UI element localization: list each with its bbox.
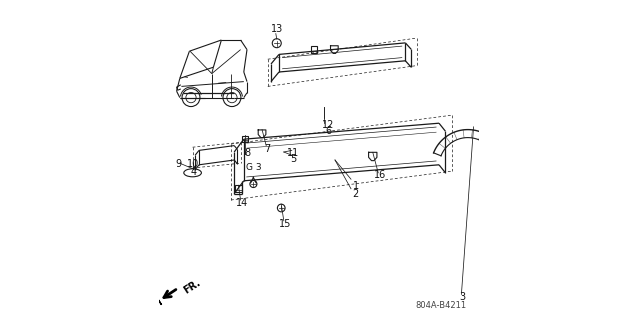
Text: 9: 9: [176, 159, 182, 169]
Text: 4: 4: [191, 167, 197, 177]
Text: 12: 12: [322, 120, 334, 130]
Text: G 3: G 3: [246, 164, 261, 172]
Text: 15: 15: [279, 219, 292, 229]
Text: FR.: FR.: [182, 277, 203, 295]
Text: 5: 5: [290, 154, 297, 164]
Bar: [311, 46, 317, 53]
Text: 8: 8: [244, 148, 250, 158]
Text: 804A-B4211: 804A-B4211: [415, 301, 466, 310]
Text: 14: 14: [236, 198, 248, 208]
Text: 2: 2: [353, 188, 359, 199]
Bar: [242, 136, 248, 142]
Text: 13: 13: [271, 24, 283, 35]
Text: 10: 10: [188, 159, 200, 169]
Bar: [235, 185, 242, 192]
Text: 6: 6: [325, 126, 331, 136]
Polygon shape: [156, 297, 161, 305]
Text: 3: 3: [459, 292, 466, 302]
Text: 11: 11: [287, 148, 299, 158]
Text: 1: 1: [353, 180, 359, 191]
Text: 16: 16: [375, 170, 387, 180]
Text: 7: 7: [265, 144, 271, 155]
